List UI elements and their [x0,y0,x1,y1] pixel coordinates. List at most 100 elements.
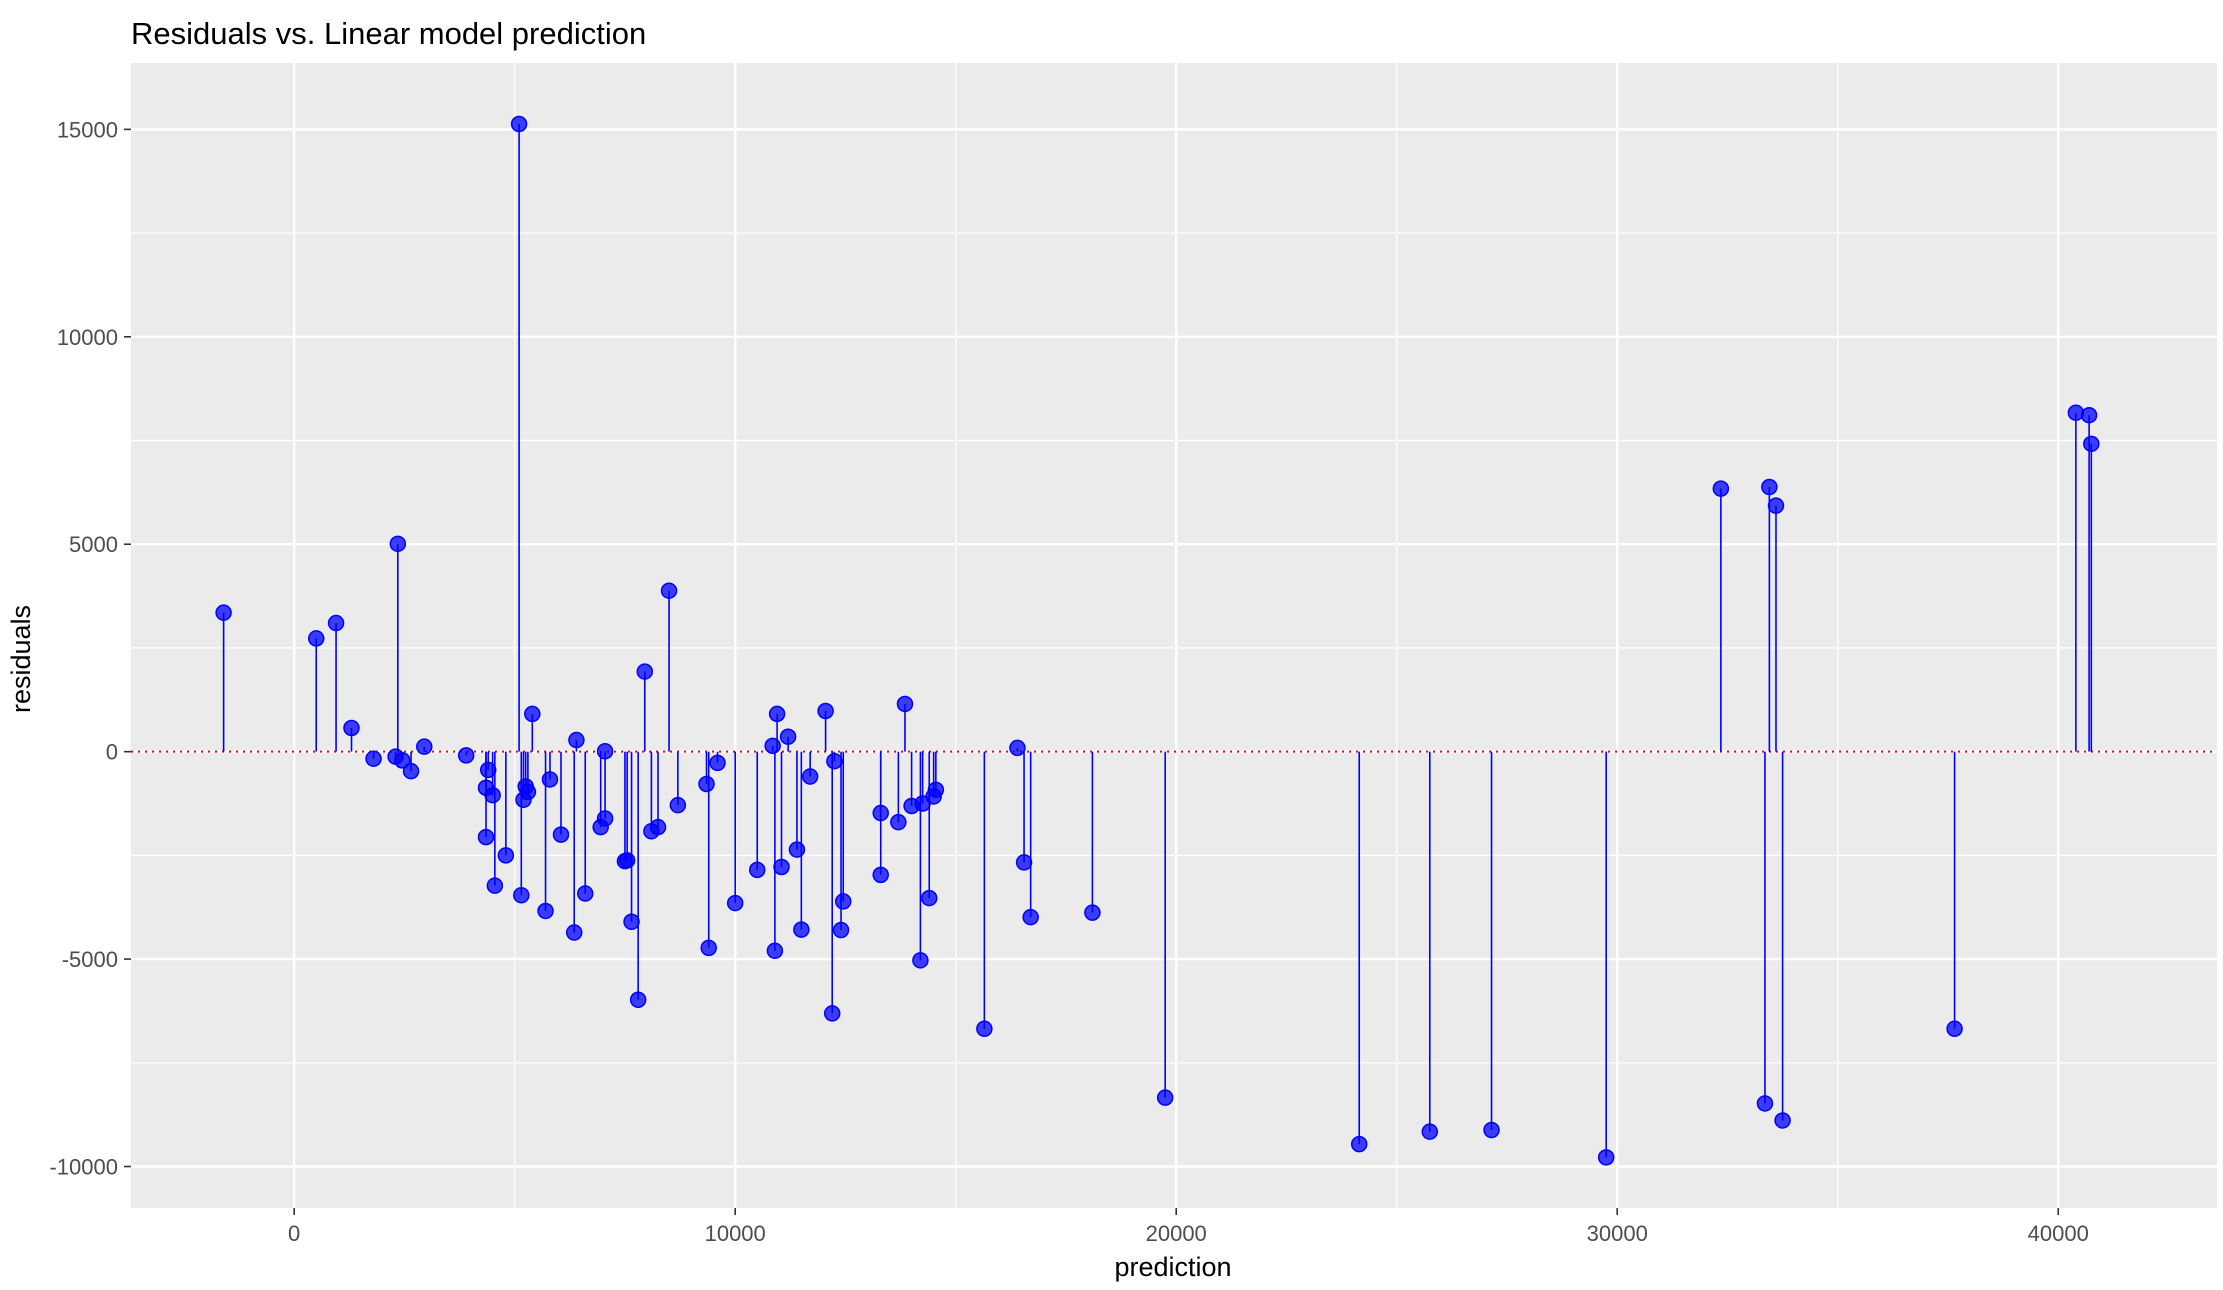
residual-point [552,826,570,843]
residual-point [896,695,914,713]
x-tick-label: 0 [288,1221,300,1246]
residual-point [1483,1121,1500,1139]
y-axis-label: residuals [6,605,36,713]
residual-point [307,630,325,647]
residual-point [788,841,806,858]
residual-point [524,705,541,723]
residual-point [513,886,530,904]
residual-point [1009,739,1026,757]
residual-point [510,115,528,133]
residual-point [636,663,654,680]
residual-point [920,889,938,907]
x-tick-label: 40000 [2028,1221,2089,1246]
residual-point [817,702,834,720]
residual-point [596,742,614,760]
residual-point [1084,904,1101,921]
residual-point [576,885,594,902]
residual-point [927,781,945,799]
panel-background [131,63,2217,1208]
y-tick-label: 5000 [69,532,118,557]
y-tick-label: -5000 [62,947,118,972]
residual-point [479,761,497,779]
residual-point [872,866,889,884]
residual-point [912,952,929,969]
x-axis-label: prediction [1114,1252,1231,1282]
y-tick-label: 10000 [57,325,118,350]
residual-point [764,737,781,755]
residual-point [773,858,790,876]
residual-point [215,604,232,621]
residual-point [519,783,537,801]
x-tick-label: 20000 [1146,1221,1207,1246]
residual-point [402,762,420,780]
residual-point [1712,480,1730,497]
residual-point [565,924,583,941]
residual-point [1767,497,1785,514]
residual-point [1156,1089,1174,1106]
residual-point [1022,908,1039,926]
residual-point [976,1020,993,1038]
residual-point [484,786,501,804]
y-tick-label: -10000 [49,1155,118,1180]
residual-point [477,828,495,846]
residual-point [793,921,810,938]
residual-point [1015,854,1033,871]
residual-point [726,894,744,912]
residual-point [343,719,360,737]
residual-point [1756,1095,1774,1112]
plot-panel [131,63,2217,1208]
residual-point [1946,1020,1963,1038]
residual-point [568,731,585,749]
residual-point [748,861,766,879]
residual-point [826,752,843,770]
y-tick-label: 15000 [57,117,118,142]
residual-points [215,115,2100,1166]
y-tick-label: 0 [106,740,118,765]
residual-point [890,813,907,831]
residual-point [766,942,784,960]
residual-point [1761,478,1778,496]
residual-point [801,768,819,785]
residual-point [823,1005,841,1022]
residual-stems [222,123,2093,1158]
residual-point [832,921,850,939]
residual-point [660,582,678,599]
residual-point [1774,1112,1791,1129]
residual-point [1597,1149,1615,1166]
axes: 0 10000 20000 30000 40000 -10000 -5000 0 5000 100… [49,117,2088,1246]
residual-point [2080,406,2098,424]
residual-point [1421,1123,1439,1140]
residual-point [596,810,614,827]
residual-point [669,796,687,814]
residual-point [389,535,407,553]
residual-point [393,752,411,769]
residual-point [541,771,559,788]
residual-point [709,754,726,772]
x-tick-label: 10000 [705,1221,766,1246]
chart-title: Residuals vs. Linear model prediction [131,16,646,51]
residual-point [872,804,889,822]
residual-point [365,750,382,767]
residual-point [2067,404,2085,421]
residual-point [416,738,433,755]
residual-point [700,939,717,957]
residual-point [629,991,647,1008]
residual-point [768,705,786,723]
grid-lines [131,63,2217,1208]
residual-point [779,728,797,745]
residual-point [834,893,852,910]
x-tick-label: 30000 [1587,1221,1648,1246]
residual-point [623,913,640,930]
residual-point [1350,1135,1368,1153]
residual-point [497,847,515,864]
residual-point [649,818,667,836]
residual-point [2083,435,2100,453]
residual-point [327,614,345,632]
residual-point [486,877,504,894]
residual-point [537,902,554,920]
residual-point [618,852,636,869]
residual-point [457,747,475,764]
residual-point [698,775,715,793]
